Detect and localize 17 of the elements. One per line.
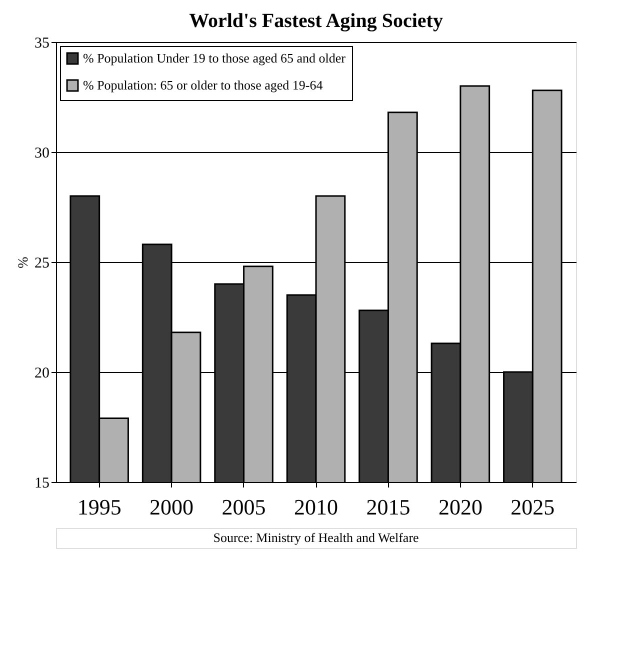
x-tick-label: 2025 [510,494,555,520]
y-tick-label: 35 [34,36,50,52]
y-tick-label: 30 [34,146,50,162]
source-note: Source: Ministry of Health and Welfare [213,530,420,545]
chart-title: World's Fastest Aging Society [189,10,443,32]
x-tick-label: 2020 [438,494,482,520]
x-tick-label: 2015 [366,494,410,520]
y-tick-label: 20 [34,366,50,382]
legend-label: % Population Under 19 to those aged 65 and older [83,50,346,66]
legend-label: % Population: 65 or older to those aged 19-64 [83,78,324,92]
y-axis-title: % [16,256,32,268]
x-tick-label: 2010 [294,494,338,520]
y-tick-label: 25 [34,256,50,272]
x-tick-label: 2005 [222,494,266,520]
x-tick-label: 1995 [77,494,122,520]
x-tick-label: 2000 [150,494,194,520]
y-tick-label: 15 [34,476,50,492]
